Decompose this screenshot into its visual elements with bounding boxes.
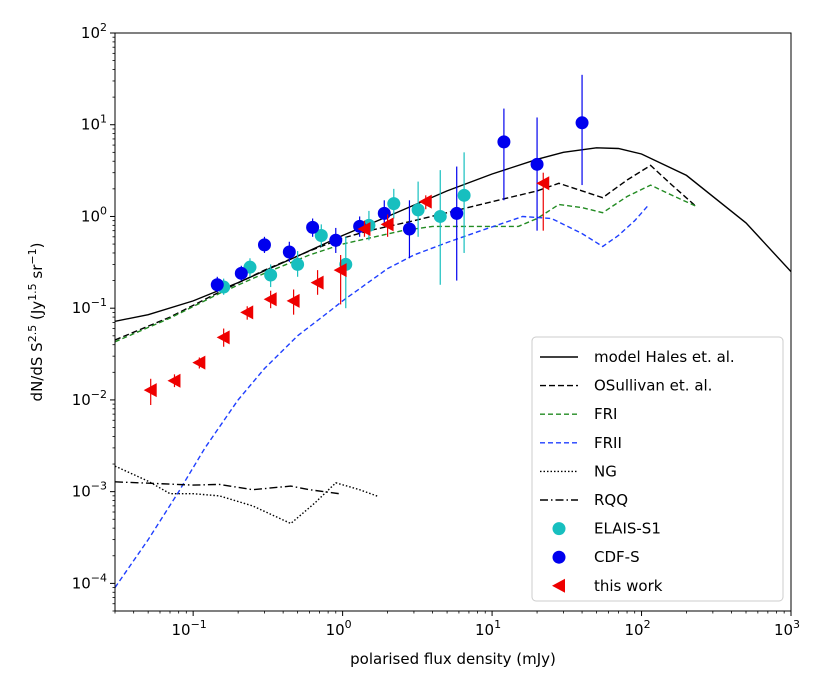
point-thiswork: [536, 176, 550, 191]
legend-label-elais: ELAIS-S1: [594, 520, 661, 538]
x-tick-label: 103: [774, 618, 800, 639]
point-cdfs: [234, 266, 248, 280]
point-cdfs: [306, 220, 320, 234]
point-thiswork: [263, 292, 277, 307]
point-cdfs: [329, 233, 343, 247]
point-elais: [387, 197, 401, 211]
point-thiswork: [167, 373, 181, 388]
legend: model Hales et. al. OSullivan et. al. FRI F…: [531, 336, 784, 602]
legend-entry-thiswork: this work: [552, 577, 663, 595]
line-ng: [115, 465, 380, 525]
legend-entry-cdfs: CDF-S: [552, 548, 640, 566]
data-points: [143, 74, 589, 406]
legend-swatch-cdfs: [552, 550, 566, 564]
legend-swatch-elais: [552, 522, 566, 536]
legend-entry-ng: NG: [540, 462, 617, 480]
legend-entry-fri: FRI: [540, 405, 617, 423]
point-elais: [264, 268, 278, 282]
line-hales: [115, 147, 791, 322]
y-tick-label: 100: [81, 204, 107, 225]
legend-entry-hales: model Hales et. al.: [540, 348, 735, 366]
x-tick-label: 100: [326, 618, 352, 639]
y-tick-label: 101: [81, 113, 107, 134]
y-axis-label: dN/dS S2.5 (Jy1.5 sr−1): [26, 243, 46, 402]
legend-entry-elais: ELAIS-S1: [552, 520, 661, 538]
point-cdfs: [575, 116, 589, 130]
point-elais: [457, 188, 471, 202]
legend-label-rqq: RQQ: [594, 491, 628, 509]
y-tick-label: 10−1: [72, 296, 107, 317]
legend-box: [531, 336, 784, 602]
point-cdfs: [402, 222, 416, 236]
point-thiswork: [216, 330, 230, 345]
x-tick-label: 10−1: [171, 618, 206, 639]
point-elais: [411, 203, 425, 217]
legend-label-osullivan: OSullivan et. al.: [594, 377, 712, 395]
legend-swatch-thiswork: [552, 578, 565, 593]
point-cdfs: [450, 206, 464, 220]
point-thiswork: [286, 293, 300, 308]
point-cdfs: [530, 157, 544, 171]
y-tick-label: 10−3: [72, 480, 107, 501]
legend-entry-frii: FRII: [540, 434, 622, 452]
legend-entry-rqq: RQQ: [540, 491, 628, 509]
point-thiswork: [333, 263, 347, 278]
point-thiswork: [380, 217, 394, 232]
line-osullivan: [115, 164, 697, 341]
point-cdfs: [497, 135, 511, 149]
point-cdfs: [282, 245, 296, 259]
point-thiswork: [240, 305, 254, 320]
x-tick-label: 101: [475, 618, 501, 639]
legend-entry-osullivan: OSullivan et. al.: [540, 377, 712, 395]
point-elais: [314, 229, 328, 243]
y-tick-label: 10−2: [72, 388, 107, 409]
legend-label-fri: FRI: [594, 405, 617, 423]
legend-label-ng: NG: [594, 462, 617, 480]
point-cdfs: [257, 238, 271, 252]
x-axis-label: polarised flux density (mJy): [350, 650, 556, 668]
x-tick-label: 102: [624, 618, 650, 639]
point-cdfs: [377, 206, 391, 220]
point-elais: [433, 209, 447, 223]
point-thiswork: [310, 275, 324, 290]
legend-label-thiswork: this work: [594, 577, 663, 595]
point-thiswork: [418, 194, 432, 209]
point-thiswork: [357, 221, 371, 236]
point-thiswork: [192, 355, 206, 370]
legend-label-hales: model Hales et. al.: [594, 348, 735, 366]
point-elais: [291, 257, 305, 271]
y-tick-label: 10−4: [72, 571, 107, 592]
legend-label-cdfs: CDF-S: [594, 548, 640, 566]
line-frii: [115, 205, 649, 588]
plot-frame: [114, 32, 792, 612]
point-cdfs: [210, 278, 224, 292]
legend-label-frii: FRII: [594, 434, 622, 452]
line-rqq: [115, 481, 340, 495]
y-tick-label: 102: [81, 21, 107, 42]
point-thiswork: [143, 383, 157, 398]
